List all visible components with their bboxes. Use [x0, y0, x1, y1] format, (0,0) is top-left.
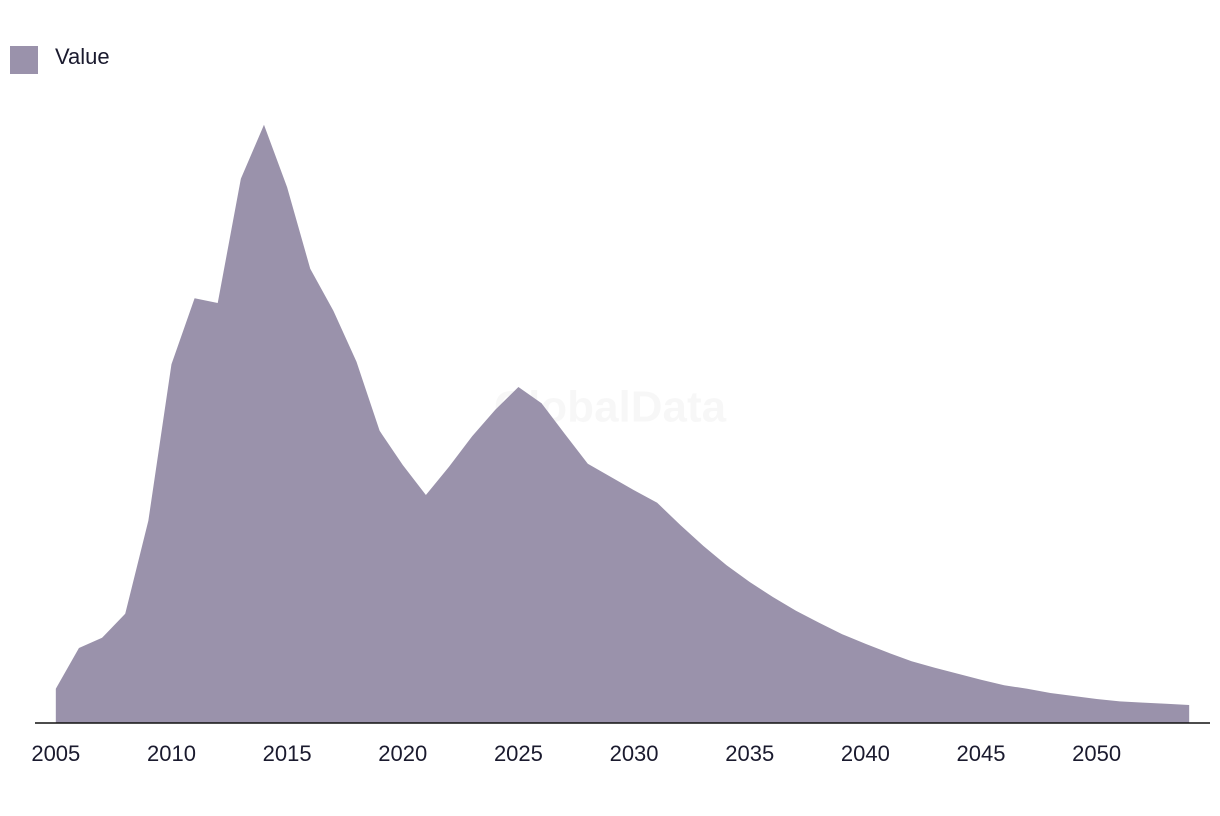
x-tick-label: 2025 [494, 741, 543, 766]
legend-label: Value [55, 44, 110, 69]
area [55, 124, 1190, 724]
x-tick-label: 2030 [610, 741, 659, 766]
x-tick-label: 2020 [378, 741, 427, 766]
x-tick-label: 2035 [725, 741, 774, 766]
x-tick-label: 2015 [263, 741, 312, 766]
x-tick-label: 2050 [1072, 741, 1121, 766]
x-tick-label: 2040 [841, 741, 890, 766]
x-tick-label: 2010 [147, 741, 196, 766]
x-tick-label: 2005 [31, 741, 80, 766]
x-tick-label: 2045 [957, 741, 1006, 766]
legend-swatch [10, 46, 38, 74]
